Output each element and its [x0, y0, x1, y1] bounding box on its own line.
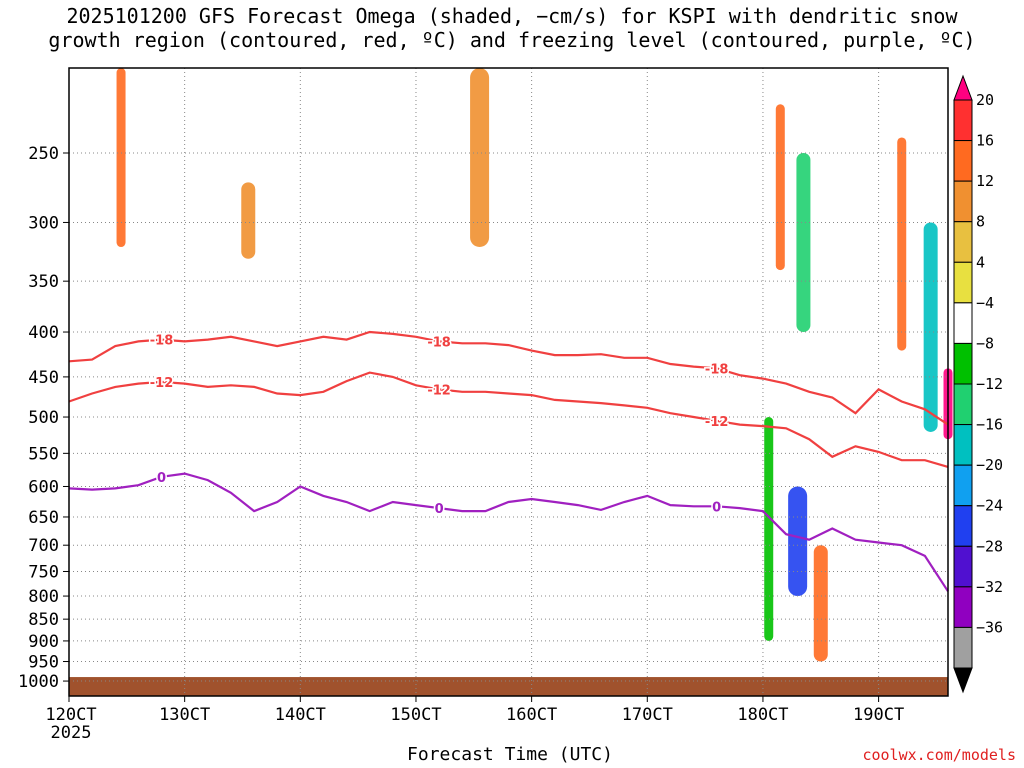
x-tick-label: 140CT — [275, 705, 326, 725]
contour-label: 0 — [712, 500, 721, 515]
colorbar-label: −12 — [976, 375, 1003, 393]
x-tick-label: 130CT — [159, 705, 210, 725]
colorbar-bottom-triangle — [953, 667, 973, 694]
colorbar-label: −24 — [976, 497, 1003, 515]
omega-feature — [389, 511, 409, 577]
colorbar-legend: 20 16 12 8 4 −4 −8 −12 −16 −20 −24 −28 −32 −36 — [953, 74, 1003, 694]
watermark: coolwx.com/models — [862, 746, 1016, 764]
colorbar-label: −16 — [976, 416, 1003, 434]
colorbar-swatch — [953, 261, 973, 304]
y-tick-label: 500 — [28, 408, 59, 428]
y-tick-label: 300 — [28, 213, 59, 233]
y-tick-label: 850 — [28, 610, 59, 630]
y-tick-label: 750 — [28, 562, 59, 582]
omega-feature — [897, 137, 907, 351]
x-tick-label: 190CT — [853, 705, 904, 725]
contour-line — [68, 472, 949, 592]
colorbar-swatch — [953, 99, 973, 142]
y-tick-label: 700 — [28, 536, 59, 556]
chart-title-line-2: growth region (contoured, red, ºC) and f… — [48, 28, 976, 52]
plot-frame — [68, 67, 949, 697]
colorbar-label: −20 — [976, 456, 1003, 474]
contours: -18 -18 -18 -12 -12 -12 0 0 0 — [68, 330, 949, 592]
colorbar-swatch — [953, 383, 973, 426]
contour-line — [68, 371, 949, 468]
y-tick-label: 650 — [28, 508, 59, 528]
y-tick-label: 900 — [28, 632, 59, 652]
colorbar-swatch — [953, 302, 973, 344]
contour-label: -12 — [427, 383, 451, 398]
omega-feature — [775, 104, 785, 271]
omega-feature — [241, 182, 256, 259]
colorbar-label: −28 — [976, 537, 1003, 555]
y-tick-label: 800 — [28, 587, 59, 607]
contour-label: -18 — [705, 362, 729, 377]
x-axis: 120CT 130CT 140CT 150CT 160CT 170CT 180CT 190CT… — [45, 696, 904, 743]
colorbar-swatch — [953, 626, 973, 669]
x-tick-label: 180CT — [737, 705, 788, 725]
y-axis: 2503003504004505005506006507007508008509… — [18, 144, 69, 692]
contour-label: 0 — [157, 471, 166, 486]
colorbar-swatch — [953, 180, 973, 223]
y-tick-label: 950 — [28, 653, 59, 673]
colorbar-swatch — [953, 586, 973, 628]
ground-fill — [69, 677, 948, 696]
y-tick-label: 550 — [28, 444, 59, 464]
colorbar-label: −36 — [976, 618, 1003, 636]
colorbar-label: 12 — [976, 172, 994, 190]
chart-title: 2025101200 GFS Forecast Omega (shaded, −… — [0, 4, 1024, 52]
y-tick-label: 600 — [28, 477, 59, 497]
x-tick-label: 120CT — [45, 705, 96, 725]
omega-feature — [796, 152, 811, 333]
grid-lines — [69, 68, 948, 696]
ground-layer — [69, 677, 948, 696]
colorbar-label: 4 — [976, 253, 985, 271]
x-tick-label: 170CT — [622, 705, 673, 725]
y-tick-label: 400 — [28, 323, 59, 343]
x-tick-label: 160CT — [506, 705, 557, 725]
omega-feature — [788, 486, 808, 597]
omega-feature — [116, 68, 126, 248]
colorbar-label: 20 — [976, 91, 994, 109]
contour-label: 0 — [435, 502, 444, 517]
colorbar-label: 16 — [976, 132, 994, 150]
contour-label: -12 — [705, 415, 729, 430]
colorbar-swatch — [953, 545, 973, 588]
x-sub-label: 2025 — [51, 723, 92, 743]
chart-title-line-1: 2025101200 GFS Forecast Omega (shaded, −… — [66, 4, 958, 28]
colorbar-label: −8 — [976, 334, 994, 352]
x-axis-label: Forecast Time (UTC) — [407, 744, 613, 765]
x-tick-label: 150CT — [390, 705, 441, 725]
omega-feature — [923, 222, 938, 432]
contour-label: -18 — [427, 335, 451, 350]
colorbar-swatch — [953, 464, 973, 507]
contour-line — [68, 330, 949, 426]
omega-feature — [764, 417, 774, 641]
omega-feature — [470, 68, 490, 248]
contour-label: -18 — [150, 334, 174, 349]
colorbar-swatch — [953, 140, 973, 182]
omega-feature — [813, 545, 828, 662]
y-tick-label: 450 — [28, 368, 59, 388]
colorbar-swatch — [953, 342, 973, 385]
y-tick-label: 1000 — [18, 672, 59, 692]
colorbar-swatch — [953, 424, 973, 466]
colorbar-label: −32 — [976, 578, 1003, 596]
colorbar-swatch — [953, 505, 973, 547]
omega-feature — [817, 68, 837, 282]
omega-shading — [116, 68, 953, 662]
y-tick-label: 350 — [28, 272, 59, 292]
colorbar-swatch — [953, 221, 973, 263]
contour-label: -12 — [150, 376, 174, 391]
colorbar-top-triangle — [953, 74, 973, 101]
y-tick-label: 250 — [28, 144, 59, 164]
colorbar-label: 8 — [976, 213, 985, 231]
colorbar-label: −4 — [976, 294, 994, 312]
